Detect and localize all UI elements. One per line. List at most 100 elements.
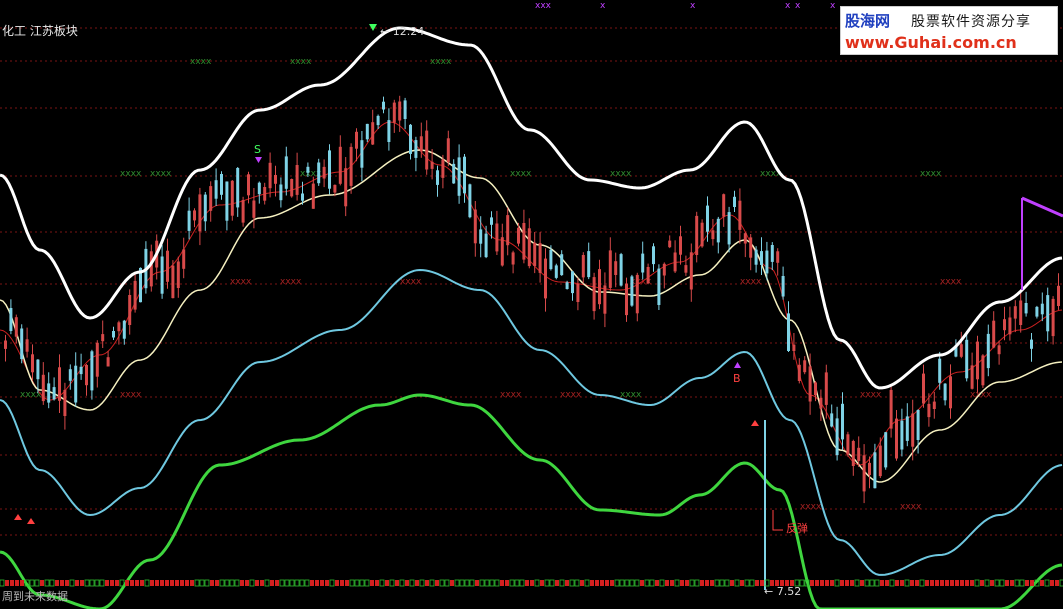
candle-body-110: [598, 269, 601, 305]
candle-body-95: [517, 227, 520, 244]
signal-cell-555: [555, 580, 559, 586]
signal-cell-340: [340, 580, 344, 586]
signal-cell-295: [294, 579, 300, 587]
buy-signal-label: B: [733, 372, 741, 385]
candle-body-22: [122, 320, 126, 339]
candle-body-103: [560, 254, 564, 276]
signal-cell-320: [320, 580, 324, 586]
x-marker-4: xxxx: [150, 169, 172, 179]
buy-arrow-2: [751, 420, 759, 426]
candle-body-145: [787, 313, 790, 351]
candle-body-153: [830, 413, 834, 427]
signal-cell-580: [580, 580, 584, 586]
candle-body-74: [403, 100, 407, 119]
signal-cell-765: [764, 579, 770, 587]
signal-cell-625: [624, 579, 630, 587]
signal-cell-660: [659, 579, 665, 587]
signal-cell-520: [519, 579, 525, 587]
signal-cell-310: [310, 580, 314, 586]
signal-cell-130: [130, 580, 134, 586]
signal-cell-745: [744, 579, 750, 587]
signal-cell-705: [705, 580, 709, 586]
signal-cell-690: [689, 579, 695, 587]
candle-body-16: [90, 351, 94, 391]
candle-body-7: [41, 374, 45, 402]
candle-body-142: [770, 245, 774, 262]
signal-cell-1025: [1025, 580, 1029, 586]
candle-body-37: [203, 194, 207, 222]
candle-body-79: [430, 161, 434, 169]
signal-cell-365: [364, 579, 370, 587]
signal-cell-220: [219, 579, 225, 587]
signal-cell-290: [289, 579, 295, 587]
signal-cell-255: [255, 580, 259, 586]
x-marker-1: xxxx: [290, 57, 312, 67]
signal-cell-250: [249, 579, 255, 587]
signal-cell-175: [175, 580, 179, 586]
candle-body-13: [74, 365, 78, 403]
signal-cell-805: [804, 579, 810, 587]
candle-body-107: [581, 255, 585, 278]
signal-cell-120: [119, 579, 125, 587]
upper-band: [0, 26, 1063, 390]
candle-body-109: [592, 277, 596, 312]
candle-body-97: [527, 228, 531, 267]
candle-body-87: [473, 209, 477, 244]
signal-cell-710: [710, 580, 714, 586]
candle-body-99: [538, 243, 542, 273]
signal-cell-1055: [1055, 580, 1059, 586]
signal-cell-280: [279, 579, 285, 587]
signal-cell-715: [714, 579, 720, 587]
rebound-bracket: [772, 510, 783, 531]
candle-body-78: [425, 130, 429, 170]
signal-cell-505: [505, 580, 509, 586]
signal-cell-385: [385, 580, 389, 586]
candle-body-121: [657, 268, 661, 305]
candle-body-75: [409, 124, 412, 154]
high-price-label: ← 12.24: [380, 25, 424, 38]
candle-body-141: [765, 250, 769, 274]
candle-body-12: [68, 369, 72, 381]
top-marker-3: x: [785, 1, 791, 11]
signal-cell-95: [94, 579, 100, 587]
signal-cell-955: [955, 580, 959, 586]
signal-cell-755: [755, 580, 759, 586]
signal-cell-85: [84, 579, 90, 587]
candle-body-182: [986, 333, 990, 369]
signal-cell-1020: [1019, 579, 1025, 587]
x-marker-14: xxxx: [740, 277, 762, 287]
candle-body-3: [20, 328, 24, 360]
candle-body-137: [743, 233, 747, 244]
candle-body-117: [635, 274, 639, 314]
signal-cell-115: [115, 580, 119, 586]
candle-body-183: [992, 320, 996, 348]
signal-cell-760: [760, 580, 764, 586]
signal-cell-675: [674, 579, 680, 587]
candle-body-10: [58, 367, 61, 401]
candle-body-139: [754, 249, 758, 265]
candle-body-47: [257, 182, 261, 195]
signal-cell-1050: [1050, 580, 1054, 586]
signal-cell-635: [634, 579, 640, 587]
signal-cell-965: [965, 580, 969, 586]
signal-cell-535: [534, 579, 540, 587]
x-marker-12: xxxx: [400, 277, 422, 287]
candle-body-35: [193, 210, 196, 221]
signal-cell-960: [960, 580, 964, 586]
candle-body-138: [749, 237, 753, 258]
candle-body-49: [268, 162, 272, 189]
signal-cell-0: [0, 579, 5, 587]
candle-body-101: [549, 249, 553, 270]
signal-cell-470: [469, 579, 475, 587]
signal-cell-5: [5, 580, 9, 586]
signal-cell-920: [919, 579, 925, 587]
candle-body-62: [338, 146, 342, 184]
signal-cell-370: [370, 580, 374, 586]
signal-cell-415: [415, 580, 419, 586]
signal-cell-390: [389, 579, 395, 587]
signal-cell-420: [419, 579, 425, 587]
signal-cell-1035: [1034, 579, 1040, 587]
signal-cell-1060: [1059, 579, 1063, 587]
candle-body-67: [365, 123, 369, 140]
